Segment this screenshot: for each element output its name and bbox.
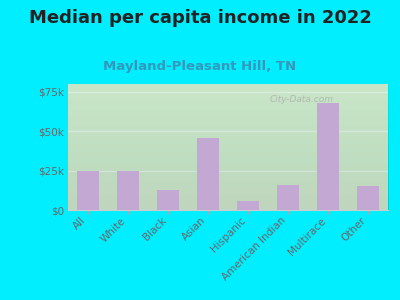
Bar bbox=[277, 185, 299, 210]
Text: City-Data.com: City-Data.com bbox=[270, 94, 334, 103]
Bar bbox=[237, 200, 259, 210]
Bar bbox=[357, 186, 379, 210]
Text: Mayland-Pleasant Hill, TN: Mayland-Pleasant Hill, TN bbox=[104, 60, 296, 73]
Bar bbox=[157, 190, 179, 210]
Text: Median per capita income in 2022: Median per capita income in 2022 bbox=[28, 9, 372, 27]
Bar bbox=[317, 103, 339, 210]
Bar bbox=[77, 171, 99, 210]
Bar bbox=[117, 171, 139, 210]
Bar bbox=[197, 137, 219, 210]
